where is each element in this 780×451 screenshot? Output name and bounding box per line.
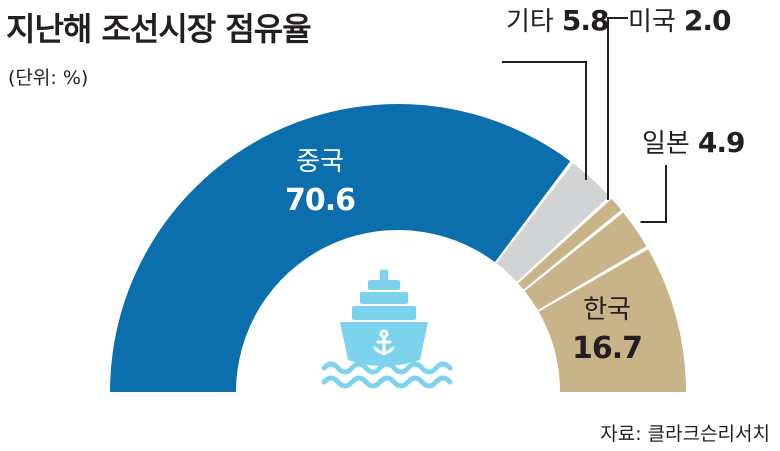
slice-3 xyxy=(524,212,647,311)
slice-3-name: 일본 xyxy=(642,129,690,159)
slice-1-value: 5.8 xyxy=(562,4,609,37)
slice-0 xyxy=(110,103,571,393)
chart-source: 자료: 클라크슨리서치 xyxy=(600,423,770,445)
slice-0-name: 중국 xyxy=(296,147,344,177)
slice-3-label: 일본 4.9 xyxy=(642,126,744,159)
slice-4 xyxy=(538,249,686,392)
slice-4-value: 16.7 xyxy=(572,331,642,366)
slice-4-name: 한국 xyxy=(583,295,631,325)
leader-line-1 xyxy=(502,61,587,180)
leader-line-3 xyxy=(640,165,667,223)
ship-icon xyxy=(321,270,453,389)
slice-2-label: 미국 2.0 xyxy=(628,4,731,37)
slice-2 xyxy=(518,198,622,290)
leader-line-2 xyxy=(607,17,628,200)
leader-lines xyxy=(502,17,667,223)
slice-2-value: 2.0 xyxy=(684,4,731,37)
slice-1-label: 기타 5.8 xyxy=(506,4,608,37)
slice-labels: 중국 70.6 한국 16.7 기타 5.8 미국 2.0 일본 4.9 xyxy=(285,4,745,366)
slice-0-value: 70.6 xyxy=(285,183,355,218)
anchor-icon xyxy=(373,329,395,356)
slice-1-name: 기타 xyxy=(506,7,554,37)
slice-3-value: 4.9 xyxy=(698,126,745,159)
slices xyxy=(110,103,686,393)
slice-1 xyxy=(496,163,610,282)
chart-title: 지난해 조선시장 점유율 xyxy=(6,10,311,48)
chart-subtitle: (단위: %) xyxy=(8,67,88,89)
slice-2-name: 미국 xyxy=(628,7,676,37)
